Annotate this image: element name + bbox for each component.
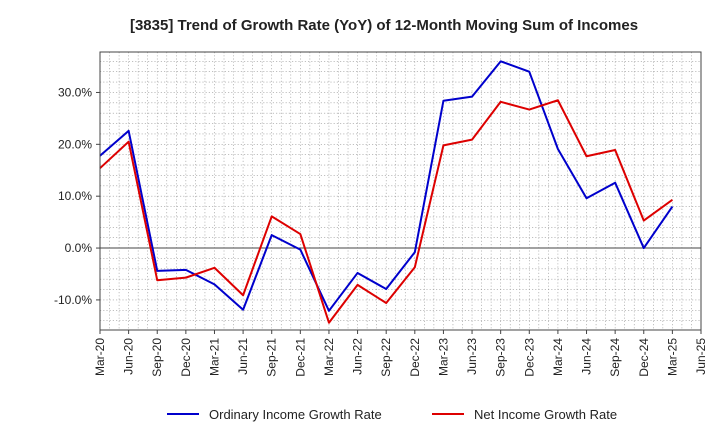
grid <box>100 52 701 330</box>
x-tick-label: Mar-22 <box>322 338 336 376</box>
x-tick-label: Dec-22 <box>408 338 422 377</box>
legend-label-net: Net Income Growth Rate <box>474 407 617 422</box>
x-tick-label: Mar-20 <box>93 338 107 376</box>
x-tick-label: Jun-25 <box>694 338 708 375</box>
x-tick-label: Mar-25 <box>665 338 679 376</box>
y-tick-label: 20.0% <box>58 137 92 151</box>
series-line-net-income <box>99 99 673 324</box>
x-tick-label: Mar-24 <box>551 338 565 376</box>
legend-label-ordinary: Ordinary Income Growth Rate <box>209 407 382 422</box>
y-axis-ticks: 30.0% 20.0% 10.0% 0.0% -10.0% <box>54 85 100 307</box>
chart-title: [3835] Trend of Growth Rate (YoY) of 12-… <box>130 17 638 34</box>
x-tick-label: Jun-21 <box>236 338 250 375</box>
x-tick-label: Dec-20 <box>179 338 193 377</box>
x-tick-label: Dec-24 <box>637 338 651 377</box>
plot-frame <box>99 51 702 331</box>
legend: Ordinary Income Growth Rate Net Income G… <box>167 407 617 422</box>
x-tick-label: Mar-21 <box>207 338 221 376</box>
y-tick-label: 30.0% <box>58 85 92 99</box>
x-axis-ticks: Mar-20 Jun-20 Sep-20 Dec-20 Mar-21 Jun-21 Sep-… <box>93 330 708 377</box>
x-tick-label: Dec-23 <box>522 338 536 377</box>
y-tick-label: 0.0% <box>65 241 93 255</box>
x-tick-label: Dec-21 <box>293 338 307 377</box>
x-tick-label: Sep-21 <box>265 338 279 377</box>
x-tick-label: Jun-24 <box>580 338 594 375</box>
x-tick-label: Jun-23 <box>465 338 479 375</box>
y-tick-label: 10.0% <box>58 189 92 203</box>
x-tick-label: Sep-20 <box>150 338 164 377</box>
x-tick-label: Jun-20 <box>122 338 136 375</box>
x-tick-label: Sep-24 <box>608 338 622 377</box>
x-tick-label: Jun-22 <box>351 338 365 375</box>
y-tick-label: -10.0% <box>54 293 92 307</box>
x-tick-label: Sep-23 <box>494 338 508 377</box>
series-lines <box>99 60 674 324</box>
x-tick-label: Sep-22 <box>379 338 393 377</box>
x-tick-label: Mar-23 <box>436 338 450 376</box>
